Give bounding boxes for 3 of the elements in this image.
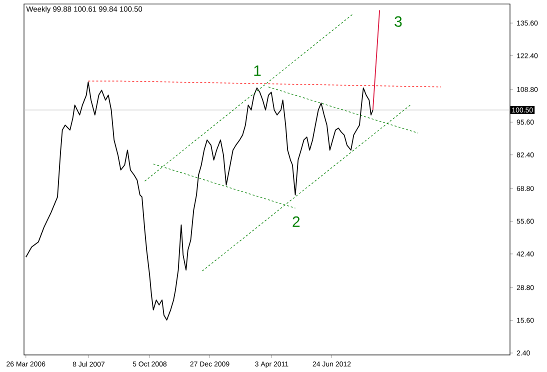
annotation: 3	[394, 16, 402, 27]
annotation: 2	[292, 216, 300, 227]
annotation: 1	[254, 66, 261, 76]
